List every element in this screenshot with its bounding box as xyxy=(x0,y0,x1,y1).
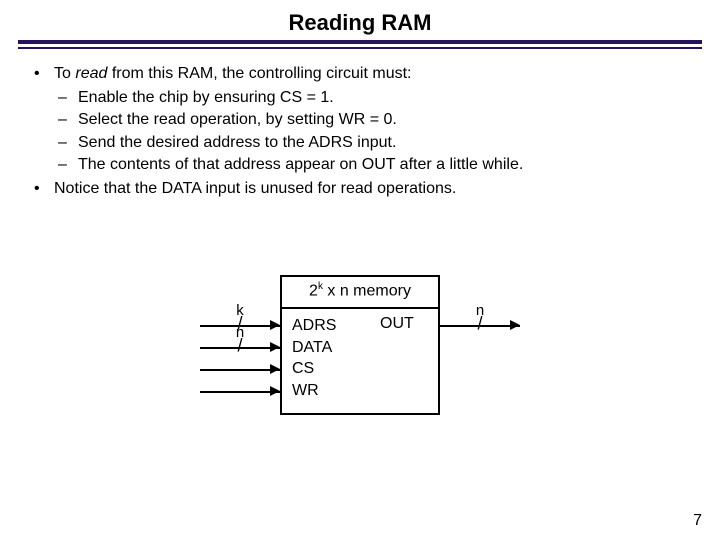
arrow-adrs xyxy=(270,320,280,330)
page-title: Reading RAM xyxy=(0,0,720,40)
sub-4: The contents of that address appear on O… xyxy=(54,154,690,176)
bus-label-n-right: n xyxy=(476,302,484,319)
bullet-1: To read from this RAM, the controlling c… xyxy=(30,63,690,176)
sub-1: Enable the chip by ensuring CS = 1. xyxy=(54,87,690,109)
page-number: 7 xyxy=(693,512,702,530)
port-wr: WR xyxy=(292,380,336,402)
bus-label-k: k xyxy=(236,302,244,319)
body-text: To read from this RAM, the controlling c… xyxy=(0,49,720,200)
ports-left: ADRS DATA CS WR xyxy=(292,315,336,401)
memory-title: 2k x n memory xyxy=(280,281,440,300)
memory-divider xyxy=(280,307,440,309)
arrow-cs xyxy=(270,364,280,374)
sub-2: Select the read operation, by setting WR… xyxy=(54,109,690,131)
wire-wr xyxy=(200,391,280,393)
memory-title-pre: 2 xyxy=(309,282,318,299)
bullet-1-pre: To xyxy=(54,65,71,82)
memory-title-post: x n memory xyxy=(323,282,411,299)
port-adrs: ADRS xyxy=(292,315,336,337)
bullet-2: Notice that the DATA input is unused for… xyxy=(30,178,690,200)
bullet-list: To read from this RAM, the controlling c… xyxy=(30,63,690,200)
memory-diagram: 2k x n memory ADRS DATA CS WR OUT / k / … xyxy=(200,275,540,445)
bullet-1-rest: from this RAM, the controlling circuit m… xyxy=(112,65,412,82)
port-cs: CS xyxy=(292,358,336,380)
slide: Reading RAM To read from this RAM, the c… xyxy=(0,0,720,540)
bus-label-n-left: n xyxy=(236,324,244,341)
sub-list: Enable the chip by ensuring CS = 1. Sele… xyxy=(54,87,690,176)
port-out: OUT xyxy=(380,315,414,333)
title-rule xyxy=(18,40,702,49)
sub-3: Send the desired address to the ADRS inp… xyxy=(54,132,690,154)
arrow-wr xyxy=(270,386,280,396)
wire-cs xyxy=(200,369,280,371)
arrow-data xyxy=(270,342,280,352)
port-data: DATA xyxy=(292,337,336,359)
bullet-1-italic: read xyxy=(75,65,107,82)
arrow-out xyxy=(510,320,520,330)
